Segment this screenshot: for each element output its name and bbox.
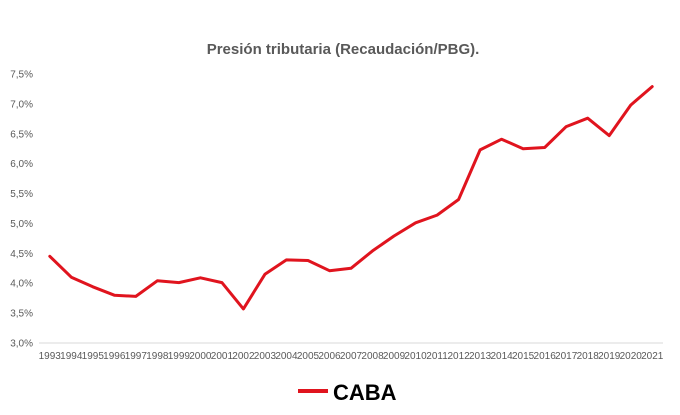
x-tick-label: 2010 [404,351,427,362]
y-tick-label: 5,5% [10,189,33,200]
x-tick-label: 2012 [447,351,470,362]
y-axis-ticks: 3,0% 3,5% 4,0% 4,5% 5,0% 5,5% 6,0% 6,5% 7,0% 7,5% [10,70,33,350]
x-tick-label: 2015 [512,351,535,362]
legend: CABA [298,380,397,405]
x-tick-label: 2021 [641,351,664,362]
x-tick-label: 1999 [168,351,191,362]
y-tick-label: 3,5% [10,309,33,320]
x-axis-ticks: 1993 1994 1995 1996 1997 1998 1999 2000 2001 2002… [39,351,664,362]
x-tick-label: 2009 [383,351,406,362]
x-tick-label: 1995 [82,351,105,362]
x-tick-label: 2007 [340,351,363,362]
chart-title: Presión tributaria (Recaudación/PBG). [207,41,480,58]
y-tick-label: 6,0% [10,159,33,170]
y-tick-label: 3,0% [10,339,33,350]
x-tick-label: 2018 [577,351,600,362]
x-tick-label: 2014 [490,351,513,362]
x-tick-label: 2000 [189,351,212,362]
x-tick-label: 2003 [254,351,277,362]
x-tick-label: 1993 [39,351,62,362]
x-tick-label: 2004 [275,351,298,362]
y-tick-label: 4,0% [10,279,33,290]
x-tick-label: 2005 [297,351,320,362]
y-tick-label: 7,5% [10,70,33,81]
x-tick-label: 2013 [469,351,492,362]
y-tick-label: 4,5% [10,249,33,260]
x-tick-label: 2006 [318,351,341,362]
y-tick-label: 6,5% [10,129,33,140]
legend-label-caba: CABA [333,380,397,405]
x-tick-label: 2001 [211,351,234,362]
x-tick-label: 2017 [555,351,578,362]
x-tick-label: 2019 [598,351,621,362]
x-tick-label: 2020 [620,351,643,362]
x-tick-label: 1994 [60,351,83,362]
series-line-caba [48,85,654,311]
y-tick-label: 7,0% [10,99,33,110]
x-tick-label: 2011 [426,351,448,362]
x-tick-label: 2002 [232,351,255,362]
series-group [48,85,654,311]
x-tick-label: 1996 [103,351,126,362]
x-tick-label: 2008 [361,351,384,362]
x-tick-label: 1998 [146,351,169,362]
x-tick-label: 1997 [125,351,148,362]
y-tick-label: 5,0% [10,219,33,230]
x-tick-label: 2016 [534,351,557,362]
